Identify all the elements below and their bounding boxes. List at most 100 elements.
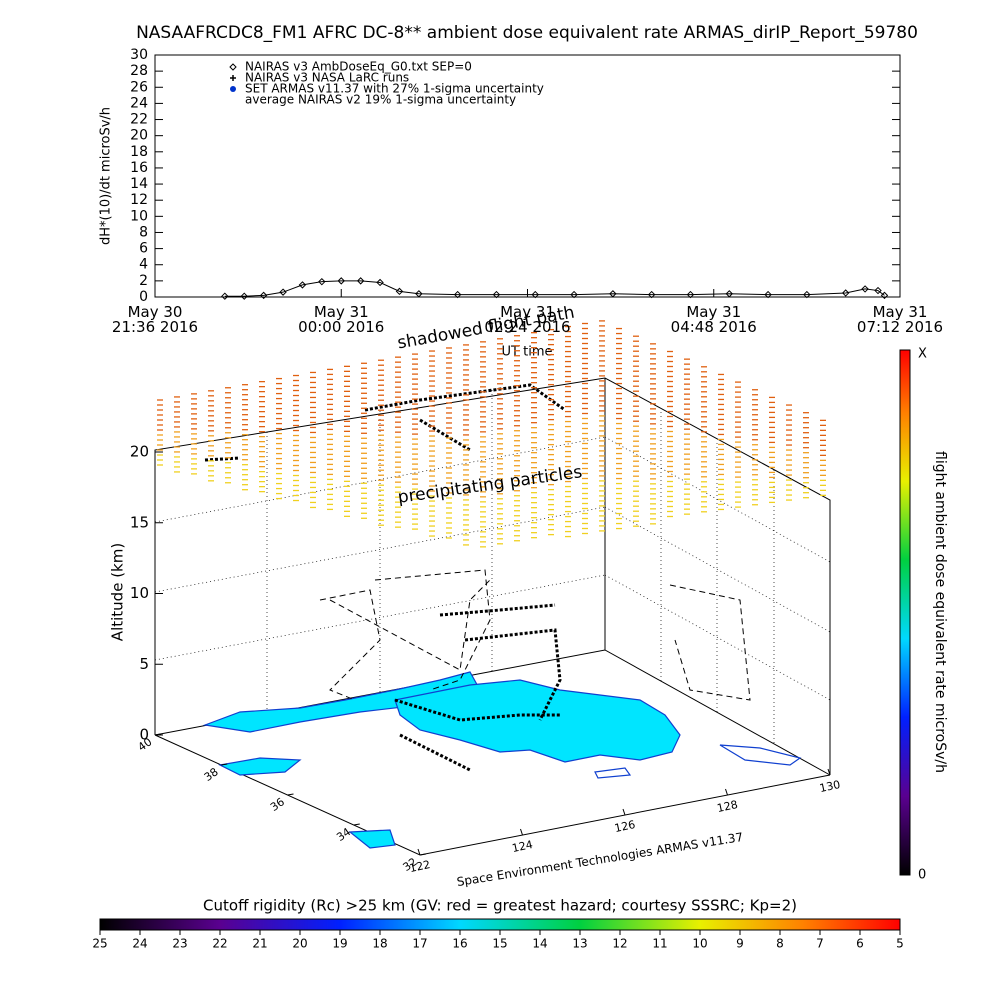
y-tick-label: 30 bbox=[130, 47, 148, 63]
lon-tick-label: 122 bbox=[408, 858, 431, 875]
colorbar-tick-label: 14 bbox=[532, 937, 547, 951]
point bbox=[764, 290, 772, 299]
point bbox=[395, 287, 404, 296]
y-tick-label: 14 bbox=[130, 176, 148, 192]
z-tick-label: 20 bbox=[130, 443, 149, 461]
legend-label: average NAIRAS v2 19% 1-sigma uncertaint… bbox=[245, 93, 516, 107]
legend-marker bbox=[230, 75, 236, 81]
x-tick-label: May 31 00:00 2016 bbox=[298, 303, 384, 336]
y-tick-label: 2 bbox=[139, 273, 148, 289]
x-tick-label: May 31 02:24 2016 bbox=[484, 303, 570, 336]
colorbar-label: flight ambient dose equivalent rate micr… bbox=[932, 451, 948, 773]
line bbox=[224, 280, 885, 297]
z-tick-label: 5 bbox=[139, 655, 149, 673]
point bbox=[609, 290, 617, 298]
y-tick-label: 10 bbox=[130, 208, 148, 224]
point bbox=[356, 277, 365, 285]
lon-tick-label: 128 bbox=[716, 798, 739, 815]
y-tick-label: 28 bbox=[130, 63, 148, 79]
lat-tick bbox=[154, 733, 162, 736]
point bbox=[221, 292, 229, 300]
y-tick-label: 8 bbox=[139, 224, 148, 240]
y-tick-label: 26 bbox=[130, 79, 148, 95]
legend-label: NAIRAS v3 AmbDoseEq_G0.txt SEP=0 bbox=[245, 60, 472, 74]
lon-tick bbox=[417, 848, 421, 856]
legend-label: NAIRAS v3 NASA LaRC runs bbox=[245, 71, 409, 85]
y-tick-label: 16 bbox=[130, 160, 148, 176]
colorbar-tick-label: 21 bbox=[252, 937, 267, 951]
z-tick-label: 15 bbox=[130, 513, 149, 531]
point bbox=[376, 278, 384, 287]
lat-tick-label: 38 bbox=[202, 765, 221, 784]
credit: Space Environment Technologies ARMAS v11… bbox=[456, 830, 744, 889]
point bbox=[880, 291, 889, 300]
point bbox=[492, 290, 501, 299]
colorbar-tick-label: 5 bbox=[896, 937, 904, 951]
point bbox=[570, 290, 578, 299]
point bbox=[874, 286, 882, 295]
lon-tick bbox=[622, 808, 626, 816]
colorbar-tick-label: 22 bbox=[212, 937, 227, 951]
dose-dash-columns bbox=[157, 320, 826, 548]
colorbar-tick-label: 18 bbox=[372, 937, 387, 951]
z-tick-label: 0 bbox=[139, 726, 149, 744]
colorbar-tick-label: 19 bbox=[332, 937, 347, 951]
colorbar-tick-label: 10 bbox=[692, 937, 707, 951]
lon-tick bbox=[827, 768, 831, 776]
y-tick-label: 24 bbox=[130, 95, 148, 111]
lat-tick bbox=[353, 823, 360, 826]
legend-marker bbox=[230, 86, 236, 92]
colorbar-tick-label: 11 bbox=[652, 937, 667, 951]
point bbox=[686, 290, 695, 299]
point bbox=[240, 292, 248, 300]
y-tick-label: 12 bbox=[130, 192, 148, 208]
colorbar-tick-label: 25 bbox=[92, 937, 107, 951]
point bbox=[415, 290, 423, 298]
colorbar-top-label: X bbox=[918, 347, 927, 362]
marker bbox=[229, 63, 237, 71]
colorbar-tick-label: 7 bbox=[816, 937, 824, 951]
colorbar-tick-label: 17 bbox=[412, 937, 427, 951]
x-tick-label: May 31 04:48 2016 bbox=[671, 303, 757, 336]
y-tick-label: 18 bbox=[130, 144, 148, 160]
colorbar-tick-label: 12 bbox=[612, 937, 627, 951]
point bbox=[841, 289, 850, 297]
z-tick-label: 10 bbox=[130, 584, 149, 602]
lon-tick-label: 126 bbox=[613, 818, 636, 835]
y-tick-label: 4 bbox=[139, 257, 148, 273]
y-tick-label: 0 bbox=[139, 289, 148, 305]
colorbar-bottom-label: 0 bbox=[918, 868, 926, 883]
point bbox=[531, 290, 539, 299]
lon-tick-label: 130 bbox=[818, 778, 841, 795]
y-axis-label: dH*(10)/dt microSv/h bbox=[99, 107, 114, 245]
title: NASAAFRCDC8_FM1 AFRC DC-8** ambient dose… bbox=[136, 23, 918, 43]
lat-tick bbox=[419, 853, 427, 856]
point bbox=[279, 288, 287, 296]
colorbar-label: Cutoff rigidity (Rc) >25 km (GV: red = g… bbox=[203, 897, 797, 915]
x-tick-label: May 30 21:36 2016 bbox=[112, 303, 198, 336]
point bbox=[725, 290, 733, 298]
y-tick-label: 22 bbox=[130, 112, 148, 128]
lat-tick-label: 34 bbox=[334, 825, 353, 844]
lat-tick bbox=[287, 793, 294, 796]
flight-tracks bbox=[204, 383, 751, 772]
y-tick-label: 20 bbox=[130, 128, 148, 144]
scene-frame bbox=[154, 377, 831, 856]
point bbox=[259, 291, 268, 300]
lat-tick bbox=[221, 763, 228, 766]
colorbar-tick-label: 6 bbox=[856, 937, 864, 951]
y-tick-label: 6 bbox=[139, 241, 148, 257]
land-masses bbox=[202, 671, 802, 849]
colorbar-vertical bbox=[899, 349, 911, 876]
annotation: precipitating particles bbox=[397, 462, 584, 508]
x-tick-label: May 31 07:12 2016 bbox=[857, 303, 943, 336]
point bbox=[861, 285, 869, 293]
point bbox=[298, 281, 307, 289]
lon-tick bbox=[520, 828, 523, 836]
colorbar-tick-label: 23 bbox=[172, 937, 187, 951]
colorbar-tick-label: 8 bbox=[776, 937, 784, 951]
colorbar-tick-label: 20 bbox=[292, 937, 307, 951]
lon-tick-label: 124 bbox=[511, 838, 534, 855]
point bbox=[337, 277, 345, 285]
